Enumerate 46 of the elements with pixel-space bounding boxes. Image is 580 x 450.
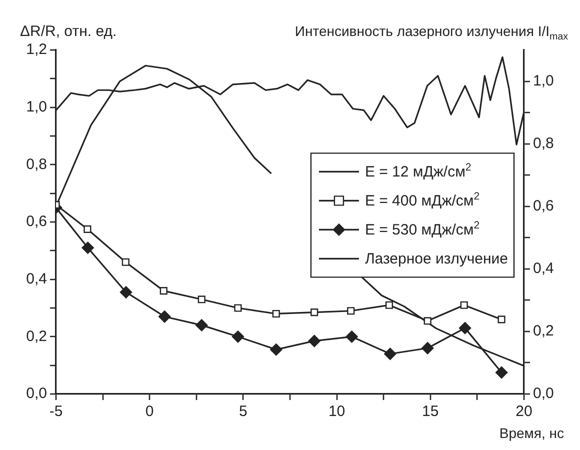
- point: [198, 296, 206, 304]
- point: [84, 225, 92, 233]
- point: [308, 334, 320, 348]
- point: [270, 343, 282, 356]
- point: [310, 308, 318, 316]
- x-tick-label: 0: [145, 403, 154, 420]
- x-tick-label: -5: [49, 403, 63, 420]
- point: [158, 310, 171, 323]
- y-tick-label: 0,6: [26, 213, 47, 230]
- legend-label: Лазерное излучение: [364, 250, 508, 268]
- point: [347, 307, 355, 315]
- point: [424, 317, 432, 325]
- point: [346, 330, 358, 343]
- y-tick-label: 0,0: [26, 385, 47, 402]
- point: [458, 322, 472, 334]
- point: [122, 258, 130, 266]
- y-tick-label: 0,2: [26, 328, 47, 345]
- point: [232, 330, 244, 343]
- x-axis-title: Время, нс: [499, 425, 564, 441]
- point: [385, 301, 393, 309]
- point: [160, 287, 168, 295]
- x-tick-label: 20: [516, 403, 532, 420]
- y2-tick-label: 0,6: [533, 198, 554, 215]
- point: [384, 348, 396, 360]
- point: [272, 310, 280, 318]
- y-axis-title: ΔR/R, отн. ед.: [20, 23, 117, 40]
- y-tick-label: 0,8: [26, 156, 47, 173]
- x-tick-label: 10: [328, 403, 346, 420]
- y-tick-label: 0,4: [26, 270, 47, 288]
- y-tick-label: 1,0: [26, 98, 47, 116]
- point: [495, 366, 508, 379]
- point: [498, 316, 506, 324]
- point: [82, 242, 94, 254]
- point: [234, 304, 242, 312]
- point: [120, 286, 132, 298]
- y2-tick-label: 0,0: [533, 385, 554, 402]
- x-tick-label: 15: [422, 403, 439, 420]
- point: [196, 319, 208, 332]
- y-tick-label: 1,2: [26, 41, 47, 58]
- y2-tick-label: 1,0: [533, 72, 554, 90]
- y2-tick-label: 0,2: [533, 322, 554, 340]
- point: [421, 342, 434, 354]
- y2-tick-label: 0,8: [533, 134, 554, 152]
- y2-tick-label: 0,4: [533, 260, 554, 278]
- x-tick-label: 5: [239, 403, 248, 420]
- point: [460, 301, 468, 309]
